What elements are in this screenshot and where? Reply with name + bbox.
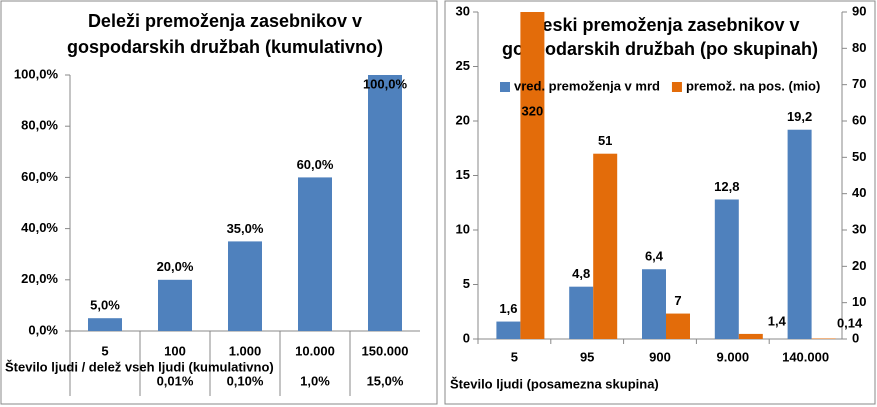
- x-tick-label: 95: [580, 349, 594, 364]
- bar: [88, 318, 122, 331]
- value-label: 320: [522, 103, 544, 118]
- bar: [666, 313, 690, 339]
- y-tick-label: 0: [463, 330, 470, 345]
- bar: [228, 241, 262, 331]
- x-axis-label: Število ljudi (posamezna skupina): [450, 376, 659, 391]
- x-tick-label: 9.000: [717, 349, 750, 364]
- x-sublabel: 15,0%: [367, 373, 404, 388]
- y-tick-label: 15: [456, 167, 470, 182]
- value-label: 35,0%: [227, 221, 264, 236]
- bar: [714, 199, 739, 339]
- bar: [738, 333, 763, 339]
- y-tick-label: 20: [456, 112, 470, 127]
- y2-tick-label: 0: [852, 330, 859, 345]
- y2-tick-label: 70: [852, 76, 866, 91]
- value-label: 4,8: [572, 266, 590, 281]
- x-sublabel: 0,01%: [157, 373, 194, 388]
- chart-title: Deleži premoženja zasebnikov v: [88, 11, 362, 31]
- x-tick-label: 5: [511, 349, 518, 364]
- chart-title: Zneski premoženja zasebnikov v: [520, 15, 799, 35]
- y2-tick-label: 20: [852, 258, 866, 273]
- y-tick-label: 30: [456, 3, 470, 18]
- y2-tick-label: 40: [852, 185, 866, 200]
- y-tick-label: 5: [463, 276, 470, 291]
- value-label: 1,6: [499, 301, 517, 316]
- bar: [368, 75, 402, 331]
- y2-tick-label: 90: [852, 3, 866, 18]
- chart-title: gospodarskih družbah (kumulativno): [67, 37, 383, 57]
- y-tick-label: 100,0%: [14, 66, 59, 81]
- y-tick-label: 10: [456, 221, 470, 236]
- y-tick-label: 40,0%: [21, 220, 58, 235]
- x-axis-label: Število ljudi / delež vseh ljudi (kumula…: [5, 359, 274, 374]
- x-tick-label: 100: [164, 343, 186, 358]
- legend-swatch: [671, 82, 682, 92]
- y-tick-label: 0,0%: [28, 322, 58, 337]
- value-label: 7: [674, 293, 681, 308]
- bar: [593, 153, 618, 339]
- y2-tick-label: 50: [852, 149, 866, 164]
- y2-tick-label: 10: [852, 294, 866, 309]
- x-tick-label: 10.000: [295, 343, 335, 358]
- value-label: 12,8: [714, 179, 739, 194]
- chart-title: gospodarskih družbah (po skupinah): [502, 39, 818, 59]
- x-tick-label: 1.000: [229, 343, 262, 358]
- value-label: 100,0%: [363, 76, 408, 91]
- value-label: 5,0%: [90, 298, 120, 313]
- bar: [158, 279, 192, 331]
- y2-tick-label: 30: [852, 221, 866, 236]
- legend-label: premož. na pos. (mio): [686, 78, 820, 93]
- value-label: 19,2: [787, 109, 812, 124]
- legend-swatch: [500, 82, 510, 92]
- y-tick-label: 60,0%: [21, 169, 58, 184]
- bar: [787, 129, 812, 339]
- value-label: 0,14: [837, 315, 863, 330]
- value-label: 6,4: [645, 249, 664, 264]
- value-label: 51: [598, 133, 612, 148]
- y-tick-label: 80,0%: [21, 118, 58, 133]
- bar: [569, 286, 594, 339]
- bar: [298, 177, 332, 331]
- legend-label: vred. premoženja v mrd: [514, 78, 660, 93]
- chart-frame: [0, 0, 438, 405]
- bar: [811, 338, 836, 339]
- bar: [520, 12, 545, 339]
- y2-tick-label: 60: [852, 112, 866, 127]
- value-label: 20,0%: [157, 259, 194, 274]
- x-sublabel: 0,10%: [227, 373, 264, 388]
- x-tick-label: 150.000: [362, 343, 409, 358]
- y2-tick-label: 80: [852, 40, 866, 55]
- value-label: 60,0%: [297, 157, 334, 172]
- y-tick-label: 25: [456, 58, 470, 73]
- x-sublabel: 1,0%: [300, 373, 330, 388]
- y-tick-label: 20,0%: [21, 271, 58, 286]
- x-tick-label: 5: [101, 343, 108, 358]
- bar: [642, 269, 666, 339]
- x-tick-label: 900: [649, 349, 671, 364]
- bar: [496, 321, 521, 339]
- value-label: 1,4: [768, 313, 787, 328]
- x-tick-label: 140.000: [782, 349, 829, 364]
